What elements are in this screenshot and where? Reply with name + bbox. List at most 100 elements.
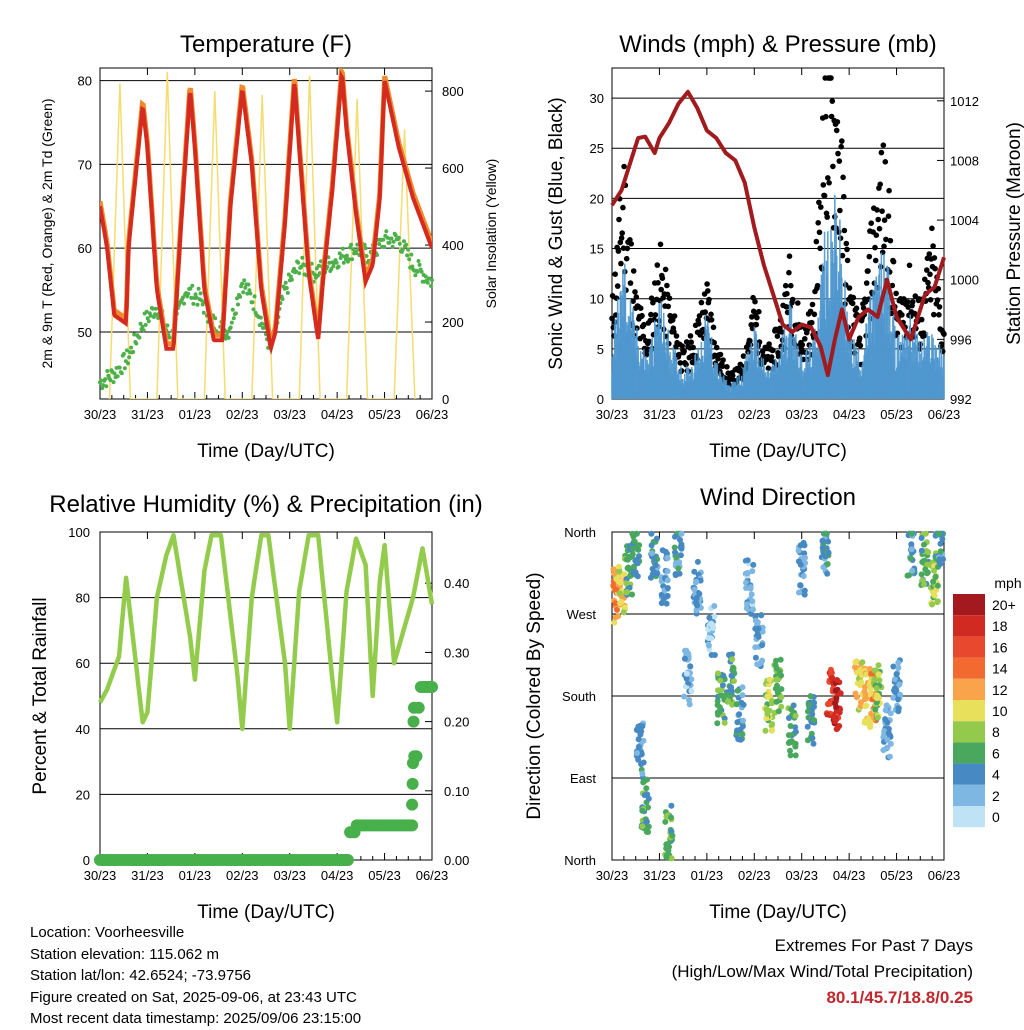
gust-point bbox=[906, 262, 913, 269]
gust-point bbox=[877, 181, 883, 188]
dewpoint-point bbox=[409, 252, 414, 257]
dewpoint-point bbox=[145, 316, 150, 321]
chart-panel-1: Temperature (F) 30/23 31/23 01/23 02/23 03/23… bbox=[39, 31, 499, 462]
gust-point bbox=[825, 175, 831, 181]
gust-point bbox=[641, 321, 647, 328]
gust-point bbox=[844, 246, 850, 253]
direction-point bbox=[651, 571, 658, 577]
gust-point bbox=[837, 207, 843, 214]
y2-tick-label: 996 bbox=[950, 332, 972, 347]
direction-point bbox=[792, 752, 799, 759]
dewpoint-point bbox=[246, 282, 251, 287]
gust-point bbox=[768, 354, 775, 360]
direction-point bbox=[819, 544, 826, 551]
dewpoint-point bbox=[410, 264, 415, 269]
y-axis-label: 2m & 9m T (Red, Orange) & 2m Td (Green) bbox=[39, 99, 55, 369]
gust-point bbox=[679, 343, 685, 349]
direction-point bbox=[936, 556, 943, 563]
dewpoint-point bbox=[261, 325, 266, 330]
direction-point bbox=[663, 845, 670, 852]
gust-point bbox=[924, 267, 930, 273]
direction-point bbox=[668, 802, 675, 809]
dewpoint-point bbox=[289, 277, 294, 282]
gust-point bbox=[846, 285, 853, 291]
direction-point bbox=[895, 664, 902, 671]
dewpoint-point bbox=[284, 286, 289, 290]
direction-point bbox=[833, 703, 840, 710]
gust-point bbox=[873, 232, 880, 238]
direction-point bbox=[852, 659, 859, 666]
dewpoint-point bbox=[283, 280, 288, 285]
direction-point bbox=[809, 711, 816, 718]
direction-point bbox=[834, 677, 841, 683]
direction-point bbox=[893, 671, 900, 678]
x-axis-label: Time (Day/UTC) bbox=[197, 441, 335, 462]
direction-point bbox=[833, 708, 840, 715]
gust-point bbox=[885, 213, 892, 219]
dewpoint-point bbox=[419, 269, 424, 274]
direction-point bbox=[618, 598, 625, 605]
location-text: Location: Voorheesville bbox=[30, 924, 185, 941]
direction-point bbox=[739, 723, 746, 730]
y2-tick-label: 1004 bbox=[950, 213, 979, 228]
dewpoint-point bbox=[297, 271, 302, 276]
gust-point bbox=[931, 311, 937, 318]
direction-point bbox=[708, 635, 715, 642]
direction-point bbox=[884, 736, 891, 743]
direction-point bbox=[769, 698, 775, 705]
dewpoint-point bbox=[259, 321, 264, 326]
x-tick-label: 04/23 bbox=[321, 868, 354, 883]
direction-point bbox=[734, 727, 741, 734]
direction-point bbox=[931, 591, 937, 598]
direction-point bbox=[634, 573, 641, 580]
dewpoint-point bbox=[294, 269, 299, 274]
direction-point bbox=[862, 703, 869, 710]
gust-point bbox=[838, 143, 844, 150]
direction-point bbox=[778, 694, 785, 701]
dewpoint-point bbox=[140, 324, 145, 329]
dewpoint-point bbox=[99, 378, 103, 383]
gust-point bbox=[843, 240, 850, 247]
direction-point bbox=[834, 725, 841, 732]
direction-point bbox=[733, 701, 740, 708]
gust-point bbox=[824, 214, 830, 220]
direction-point bbox=[638, 761, 645, 768]
direction-point bbox=[752, 644, 759, 651]
y-tick-label: 60 bbox=[76, 656, 90, 671]
gust-point bbox=[612, 271, 618, 278]
direction-point bbox=[629, 591, 636, 598]
legend-swatch bbox=[953, 657, 985, 679]
precip-point bbox=[407, 757, 419, 770]
y-tick-label: 50 bbox=[78, 325, 92, 340]
direction-point bbox=[693, 578, 700, 585]
x-tick-label: 06/23 bbox=[928, 407, 961, 422]
gust-point bbox=[705, 288, 711, 294]
direction-point bbox=[876, 677, 883, 684]
dewpoint-point bbox=[231, 316, 236, 321]
y-tick-label: 30 bbox=[590, 91, 604, 106]
gust-point bbox=[754, 314, 760, 321]
gust-point bbox=[708, 311, 714, 318]
dewpoint-point bbox=[225, 329, 230, 334]
direction-point bbox=[639, 807, 646, 814]
direction-point bbox=[764, 693, 771, 700]
dewpoint-point bbox=[393, 233, 398, 238]
direction-point bbox=[639, 823, 646, 830]
dewpoint-point bbox=[391, 239, 396, 244]
dewpoint-point bbox=[336, 264, 341, 269]
direction-point bbox=[718, 692, 725, 699]
dewpoint-point bbox=[199, 298, 204, 303]
direction-point bbox=[624, 556, 631, 563]
gust-point bbox=[643, 351, 650, 358]
direction-point bbox=[616, 590, 623, 597]
direction-point bbox=[887, 710, 894, 717]
y-tick-label: North bbox=[564, 525, 596, 540]
direction-point bbox=[763, 706, 770, 713]
y-tick-label: 25 bbox=[590, 141, 604, 156]
direction-point bbox=[797, 582, 804, 589]
legend-title: mph bbox=[994, 575, 1021, 591]
dewpoint-point bbox=[247, 288, 252, 293]
gust-point bbox=[890, 258, 897, 265]
direction-point bbox=[766, 676, 773, 683]
direction-point bbox=[874, 692, 881, 699]
